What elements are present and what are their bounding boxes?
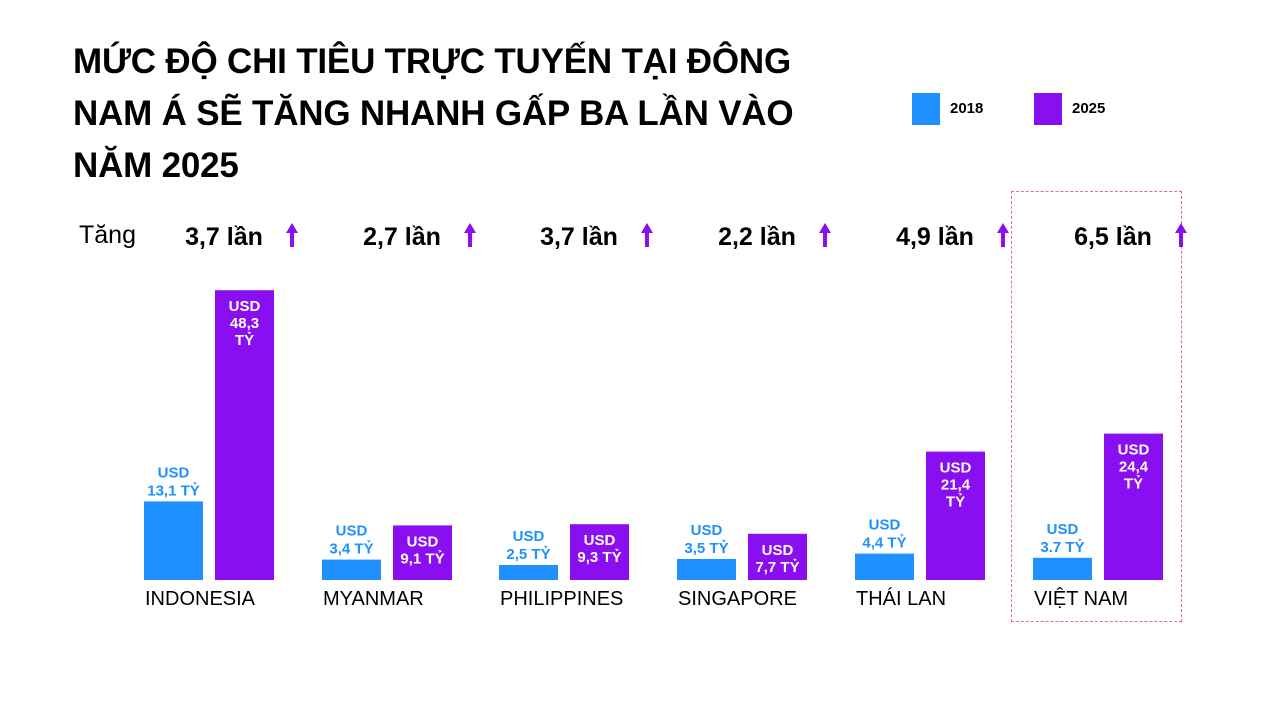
category-label-thai-lan: THÁI LAN	[856, 587, 946, 610]
bar-2025-myanmar	[393, 525, 452, 580]
data-label-2018-indonesia: USD 13,1 TỶ	[147, 464, 200, 499]
up-arrow-icon	[286, 223, 298, 247]
bar-2025-viet-nam	[1104, 433, 1163, 580]
bar-2018-indonesia	[144, 501, 203, 580]
category-label-philippines: PHILIPPINES	[500, 588, 623, 610]
up-arrow-shaft	[468, 231, 472, 247]
bar-2018-myanmar	[322, 559, 381, 580]
bar-2018-singapore	[677, 559, 736, 580]
data-label-2025-philippines: USD 9,3 TỶ	[577, 532, 621, 566]
up-arrow-shaft	[290, 231, 294, 247]
growth-label-viet-nam: 6,5 lần	[1074, 223, 1152, 251]
up-arrow-head	[286, 223, 298, 233]
growth-label-philippines: 3,7 lần	[540, 223, 618, 251]
bar-2018-philippines	[499, 565, 558, 580]
legend-label-2025: 2025	[1072, 100, 1106, 117]
growth-label-singapore: 2,2 lần	[718, 223, 796, 251]
up-arrow-icon	[819, 223, 831, 247]
category-label-singapore: SINGAPORE	[678, 588, 797, 610]
category-label-myanmar: MYANMAR	[323, 588, 424, 610]
growth-prefix-label: Tăng	[79, 221, 136, 249]
bar-2018-thai-lan	[855, 553, 914, 580]
legend: 2018 2025	[912, 93, 1152, 125]
growth-label-indonesia: 3,7 lần	[185, 223, 263, 251]
chart-title: MỨC ĐỘ CHI TIÊU TRỰC TUYẾN TẠI ĐÔNG NAM …	[73, 42, 794, 185]
up-arrow-head	[641, 223, 653, 233]
data-label-2018-myanmar: USD 3,4 TỶ	[329, 523, 373, 558]
up-arrow-shaft	[645, 231, 649, 247]
up-arrow-icon	[464, 223, 476, 247]
category-label-viet-nam: VIỆT NAM	[1034, 587, 1128, 610]
bar-2018-viet-nam	[1033, 557, 1092, 580]
up-arrow-icon	[997, 223, 1009, 247]
legend-swatch-2025	[1034, 93, 1062, 125]
data-label-2018-thai-lan: USD 4,4 TỶ	[862, 517, 906, 552]
legend-swatch-2018	[912, 93, 940, 125]
up-arrow-head	[819, 223, 831, 233]
up-arrow-head	[1175, 223, 1187, 233]
bar-2025-indonesia	[215, 290, 274, 580]
up-arrow-head	[997, 223, 1009, 233]
highlight-box-vietnam	[1011, 191, 1182, 622]
up-arrow-icon	[641, 223, 653, 247]
legend-label-2018: 2018	[950, 100, 984, 117]
data-label-2018-viet-nam: USD 3.7 TỶ	[1040, 521, 1084, 556]
data-label-2025-viet-nam: USD 24,4 TỶ	[1118, 442, 1150, 493]
growth-label-thai-lan: 4,9 lần	[896, 223, 974, 251]
bar-2025-thai-lan	[926, 451, 985, 580]
bar-2025-singapore	[748, 533, 807, 580]
up-arrow-head	[464, 223, 476, 233]
bar-2025-philippines	[570, 524, 629, 580]
up-arrow-shaft	[1001, 231, 1005, 247]
category-label-indonesia: INDONESIA	[145, 588, 256, 610]
data-label-2025-indonesia: USD 48,3 TỶ	[229, 298, 261, 349]
growth-label-myanmar: 2,7 lần	[363, 223, 441, 251]
data-label-2025-thai-lan: USD 21,4 TỶ	[940, 460, 972, 511]
up-arrow-icon	[1175, 223, 1187, 247]
data-label-2018-singapore: USD 3,5 TỶ	[684, 522, 728, 557]
up-arrow-shaft	[1179, 231, 1183, 247]
data-label-2018-philippines: USD 2,5 TỶ	[506, 528, 550, 563]
data-label-2025-myanmar: USD 9,1 TỶ	[400, 533, 444, 567]
data-label-2025-singapore: USD 7,7 TỶ	[755, 542, 799, 576]
up-arrow-shaft	[823, 231, 827, 247]
